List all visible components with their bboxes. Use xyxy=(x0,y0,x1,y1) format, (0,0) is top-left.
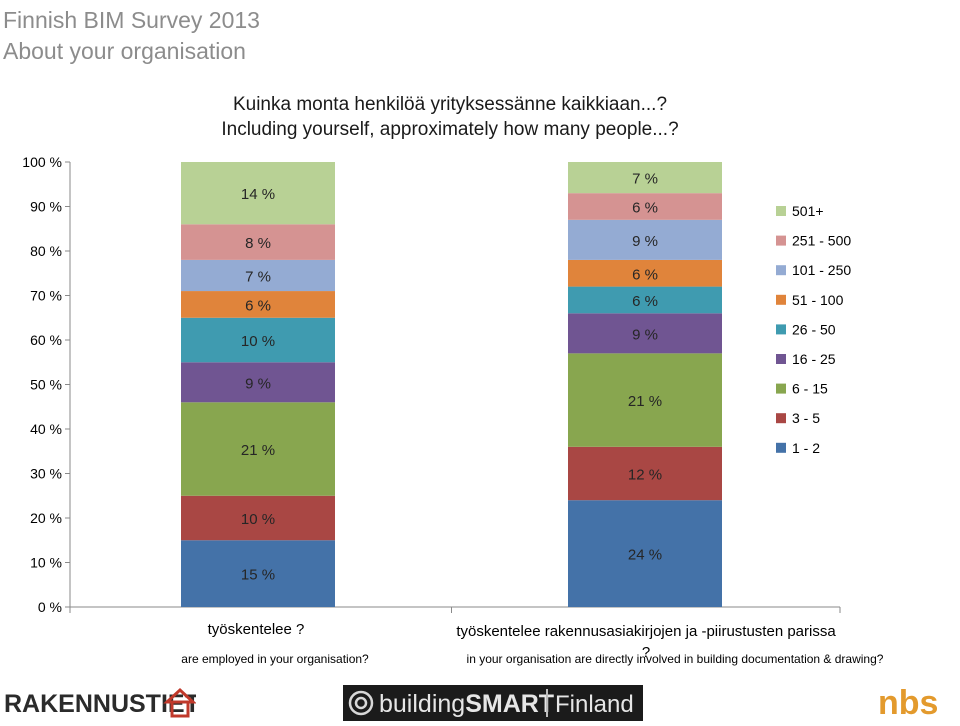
data-label-1-2: 21 % xyxy=(628,393,662,410)
data-label-0-8: 14 % xyxy=(241,186,275,203)
data-label-1-8: 7 % xyxy=(632,171,658,188)
bar-segment-0-0 xyxy=(181,540,335,607)
y-tick-label-5: 50 % xyxy=(30,377,62,393)
data-label-1-0: 24 % xyxy=(628,547,662,564)
legend-label-6: 6 - 15 xyxy=(792,381,828,397)
y-tick-label-10: 100 % xyxy=(22,154,62,170)
y-tick-label-1: 10 % xyxy=(30,555,62,571)
bar-segment-0-3 xyxy=(181,362,335,403)
data-label-1-1: 12 % xyxy=(628,467,662,484)
legend-swatch-1 xyxy=(776,235,786,246)
category-label-1: työskentelee rakennusasiakirjojen ja -pi… xyxy=(456,623,836,661)
bar-segment-0-8 xyxy=(181,162,335,225)
svg-text:buildingSMART: buildingSMART xyxy=(379,690,554,718)
y-tick-label-0: 0 % xyxy=(38,599,62,615)
bar-segment-1-4 xyxy=(568,286,722,314)
category-sublabel-0: are employed in your organisation? xyxy=(181,652,369,666)
legend-swatch-7 xyxy=(776,413,786,424)
data-label-0-1: 10 % xyxy=(241,511,275,528)
data-label-1-5: 6 % xyxy=(632,266,658,283)
legend-swatch-4 xyxy=(776,324,786,335)
nbs-logo: nbs xyxy=(878,684,956,722)
legend-label-7: 3 - 5 xyxy=(792,410,820,426)
bar-segment-1-2 xyxy=(568,353,722,447)
slide-title: Finnish BIM Survey 2013 xyxy=(3,7,260,33)
data-label-0-7: 8 % xyxy=(245,235,271,252)
buildingsmart-word-b: SMART xyxy=(465,690,554,718)
data-label-0-5: 6 % xyxy=(245,297,271,314)
bar-segment-0-7 xyxy=(181,224,335,260)
y-tick-label-6: 60 % xyxy=(30,332,62,348)
nbs-logo-mark: nbs xyxy=(878,684,938,722)
bar-segment-1-0 xyxy=(568,500,722,607)
y-tick-label-9: 90 % xyxy=(30,199,62,215)
chart-title: Kuinka monta henkilöä yrityksessänne kai… xyxy=(232,94,668,115)
nbs-wordmark: nbs xyxy=(878,684,938,720)
rakennustieto-wordmark: RAKENNUSTIETO xyxy=(4,690,196,718)
bar-segment-1-1 xyxy=(568,446,722,501)
legend-swatch-8 xyxy=(776,442,786,453)
bar-segment-1-5 xyxy=(568,259,722,287)
data-label-1-6: 9 % xyxy=(632,233,658,250)
y-tick-label-8: 80 % xyxy=(30,243,62,259)
category-sublabel-1: in your organisation are directly involv… xyxy=(466,652,884,666)
y-tick-label-4: 40 % xyxy=(30,421,62,437)
bar-segment-1-7 xyxy=(568,193,722,220)
bar-segment-0-1 xyxy=(181,495,335,541)
data-label-1-7: 6 % xyxy=(632,200,658,217)
legend-swatch-2 xyxy=(776,265,786,276)
buildingsmart-finland-word: Finland xyxy=(555,691,634,718)
legend-label-1: 251 - 500 xyxy=(792,233,851,249)
data-label-0-3: 9 % xyxy=(245,375,271,392)
data-label-0-2: 21 % xyxy=(241,442,275,459)
rakennustieto-logo-mark: RAKENNUSTIETO xyxy=(4,687,219,718)
buildingsmart-logo-mark: buildingSMART Finland xyxy=(348,689,634,718)
data-label-1-3: 9 % xyxy=(632,326,658,343)
legend-swatch-0 xyxy=(776,206,786,216)
rakennustieto-logo: RAKENNUSTIETO xyxy=(4,684,219,720)
data-label-0-4: 10 % xyxy=(241,333,275,350)
bar-segment-0-4 xyxy=(181,317,335,363)
bar-segment-1-8 xyxy=(568,162,722,194)
slide-subtitle: About your organisation xyxy=(3,38,246,64)
chart-subtitle: Including yourself, approximately how ma… xyxy=(221,119,679,140)
buildingsmart-finland-logo: buildingSMART Finland xyxy=(343,685,643,721)
legend-swatch-5 xyxy=(776,354,786,364)
bar-segment-0-5 xyxy=(181,291,335,318)
legend-label-8: 1 - 2 xyxy=(792,440,820,456)
bar-segment-1-6 xyxy=(568,219,722,260)
y-tick-label-7: 70 % xyxy=(30,288,62,304)
buildingsmart-word-a: building xyxy=(379,690,465,718)
bar-segment-0-2 xyxy=(181,402,335,496)
legend-label-4: 26 - 50 xyxy=(792,321,836,337)
category-label-0: työskentelee ? xyxy=(207,621,305,638)
bar-segment-1-3 xyxy=(568,313,722,354)
data-label-1-4: 6 % xyxy=(632,293,658,310)
legend-label-5: 16 - 25 xyxy=(792,351,836,367)
legend-label-2: 101 - 250 xyxy=(792,262,851,278)
bar-segment-0-6 xyxy=(181,259,335,292)
legend-label-3: 51 - 100 xyxy=(792,292,844,308)
y-tick-label-3: 30 % xyxy=(30,466,62,482)
data-label-0-6: 7 % xyxy=(245,268,271,285)
legend-swatch-3 xyxy=(776,294,786,305)
legend-label-0: 501+ xyxy=(792,203,824,219)
y-tick-label-2: 20 % xyxy=(30,510,62,526)
legend-swatch-6 xyxy=(776,383,786,394)
data-label-0-0: 15 % xyxy=(241,567,275,584)
